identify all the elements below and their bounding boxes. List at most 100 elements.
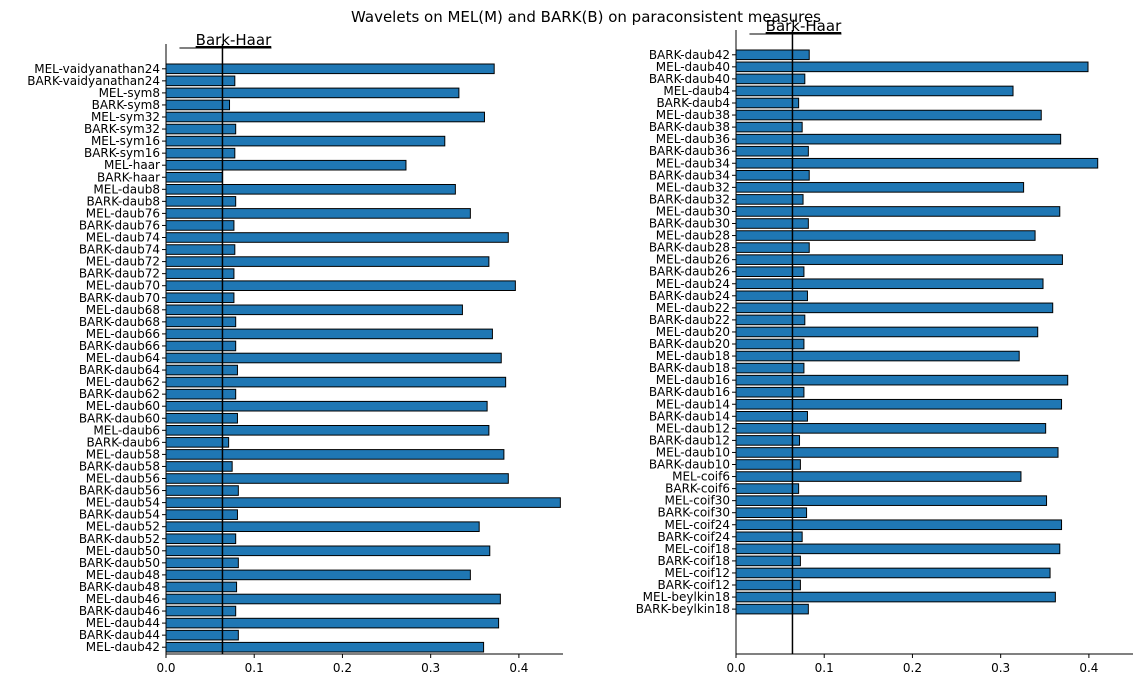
left-bar-bark-daub48 xyxy=(165,581,238,593)
right-bar-bark-daub4 xyxy=(735,97,800,109)
right-ytick-label: BARK-coif24 xyxy=(658,530,731,544)
right-bar-mel-daub24 xyxy=(735,278,1044,290)
left-bar-mel-vaidyanathan24 xyxy=(165,63,495,75)
left-bar-mel-sym8 xyxy=(165,87,460,99)
left-bar-mel-daub60 xyxy=(165,400,488,412)
left-ytick-label: MEL-daub46 xyxy=(86,592,160,606)
right-ytick-label: BARK-daub24 xyxy=(649,289,730,303)
left-bar-mel-daub64 xyxy=(165,352,502,364)
left-bar-mel-haar xyxy=(165,159,407,171)
left-ytick-label: BARK-daub64 xyxy=(79,363,160,377)
left-bar-bark-haar xyxy=(165,171,223,183)
left-bar-mel-daub8 xyxy=(165,184,456,195)
right-bar-bark-coif6 xyxy=(735,483,800,494)
right-bar-mel-daub34 xyxy=(735,157,1099,169)
left-bar-mel-daub66 xyxy=(165,328,493,340)
right-bar-mel-daub38 xyxy=(735,109,1042,121)
right-ytick-label: MEL-coif30 xyxy=(664,494,730,508)
left-ytick-label: BARK-daub54 xyxy=(79,508,160,522)
left-bar-mel-daub58 xyxy=(165,449,505,460)
right-ytick-label: MEL-daub34 xyxy=(656,156,730,170)
right-bar-chart: BARK-daub42MEL-daub40BARK-daub40MEL-daub… xyxy=(636,17,1133,675)
left-bar-bark-sym16 xyxy=(165,147,236,159)
right-ytick-label: BARK-coif12 xyxy=(658,578,731,592)
left-bar-bark-daub62 xyxy=(165,388,237,400)
right-bar-mel-daub26 xyxy=(735,254,1063,265)
right-ytick-label: MEL-daub20 xyxy=(656,325,730,339)
left-ytick-label: MEL-daub8 xyxy=(93,182,160,196)
left-bar-mel-daub70 xyxy=(165,280,516,291)
right-ytick-label: BARK-daub10 xyxy=(649,458,730,472)
left-bar-mel-daub50 xyxy=(165,545,491,557)
left-ytick-label: MEL-daub62 xyxy=(86,375,160,389)
right-bar-bark-coif18 xyxy=(735,555,801,567)
right-ytick-label: BARK-daub40 xyxy=(649,72,730,86)
left-ytick-label: MEL-daub6 xyxy=(93,423,160,437)
left-bar-bark-daub52 xyxy=(165,533,237,545)
left-ytick-label: BARK-daub46 xyxy=(79,604,160,618)
right-ytick-label: BARK-daub26 xyxy=(649,265,730,279)
right-bar-bark-daub18 xyxy=(735,362,805,374)
right-ytick-label: MEL-daub32 xyxy=(656,180,730,194)
left-ytick-label: MEL-daub66 xyxy=(86,327,160,341)
left-ytick-label: BARK-daub60 xyxy=(79,411,160,425)
right-ytick-label: BARK-daub38 xyxy=(649,120,730,134)
right-ytick-label: BARK-daub14 xyxy=(649,409,730,423)
left-ytick-label: BARK-sym32 xyxy=(84,122,160,136)
right-xtick-label: 0.3 xyxy=(991,661,1010,675)
left-bar-bark-daub68 xyxy=(165,316,237,328)
left-bar-mel-daub42 xyxy=(165,641,485,653)
left-ytick-label: MEL-daub48 xyxy=(86,568,160,582)
left-bar-bark-daub50 xyxy=(165,557,239,569)
right-ytick-label: BARK-daub22 xyxy=(649,313,730,327)
figure-title: Wavelets on MEL(M) and BARK(B) on paraco… xyxy=(351,8,821,26)
right-bar-mel-daub36 xyxy=(735,133,1062,145)
left-bar-bark-daub70 xyxy=(165,292,235,304)
right-bar-mel-daub4 xyxy=(735,85,1014,97)
left-bar-bark-daub6 xyxy=(165,437,230,448)
right-ytick-label: MEL-daub38 xyxy=(656,108,730,122)
left-ytick-label: BARK-daub48 xyxy=(79,580,160,594)
left-ytick-label: BARK-daub6 xyxy=(86,435,160,449)
right-ytick-label: MEL-coif6 xyxy=(672,470,730,484)
left-bar-bark-daub56 xyxy=(165,485,239,496)
right-ytick-label: MEL-daub28 xyxy=(656,229,730,243)
left-bar-mel-daub48 xyxy=(165,569,471,581)
right-ytick-label: BARK-daub28 xyxy=(649,241,730,255)
right-bar-bark-coif30 xyxy=(735,507,808,518)
left-bar-mel-sym32 xyxy=(165,111,485,123)
left-bar-bark-vaidyanathan24 xyxy=(165,75,236,87)
right-bar-bark-daub12 xyxy=(735,435,801,446)
right-ytick-label: BARK-daub18 xyxy=(649,361,730,375)
left-ytick-label: BARK-daub66 xyxy=(79,339,160,353)
left-ytick-label: BARK-daub58 xyxy=(79,459,160,473)
right-ytick-label: MEL-coif12 xyxy=(664,566,730,580)
right-ytick-label: MEL-coif18 xyxy=(664,542,730,556)
right-ytick-label: BARK-coif30 xyxy=(658,506,731,520)
left-ytick-label: BARK-daub56 xyxy=(79,484,160,498)
left-ytick-label: MEL-daub74 xyxy=(86,231,160,245)
right-bar-bark-daub40 xyxy=(735,73,806,85)
left-bar-bark-daub72 xyxy=(165,268,235,279)
right-bar-mel-daub28 xyxy=(735,230,1036,241)
right-bar-bark-daub24 xyxy=(735,290,808,302)
left-ytick-label: BARK-daub74 xyxy=(79,243,160,257)
right-bar-bark-daub30 xyxy=(735,218,809,229)
right-xtick-label: 0.1 xyxy=(815,661,834,675)
left-ytick-label: MEL-sym8 xyxy=(99,86,160,100)
right-ytick-label: MEL-daub40 xyxy=(656,60,730,74)
left-ytick-label: BARK-daub8 xyxy=(86,194,160,208)
right-ytick-label: MEL-daub4 xyxy=(663,84,730,98)
right-bar-mel-daub22 xyxy=(735,302,1054,314)
left-ytick-label: BARK-daub52 xyxy=(79,532,160,546)
left-bar-mel-daub52 xyxy=(165,521,480,533)
left-ytick-label: BARK-sym16 xyxy=(84,146,160,160)
right-bar-mel-daub20 xyxy=(735,326,1039,338)
right-bar-mel-daub16 xyxy=(735,374,1069,386)
right-ytick-label: MEL-daub10 xyxy=(656,445,730,459)
left-bar-bark-sym32 xyxy=(165,123,237,135)
left-bar-bark-daub74 xyxy=(165,244,236,255)
right-bar-bark-coif12 xyxy=(735,579,801,591)
left-bar-mel-daub76 xyxy=(165,208,471,219)
left-bar-mel-daub54 xyxy=(165,497,561,508)
